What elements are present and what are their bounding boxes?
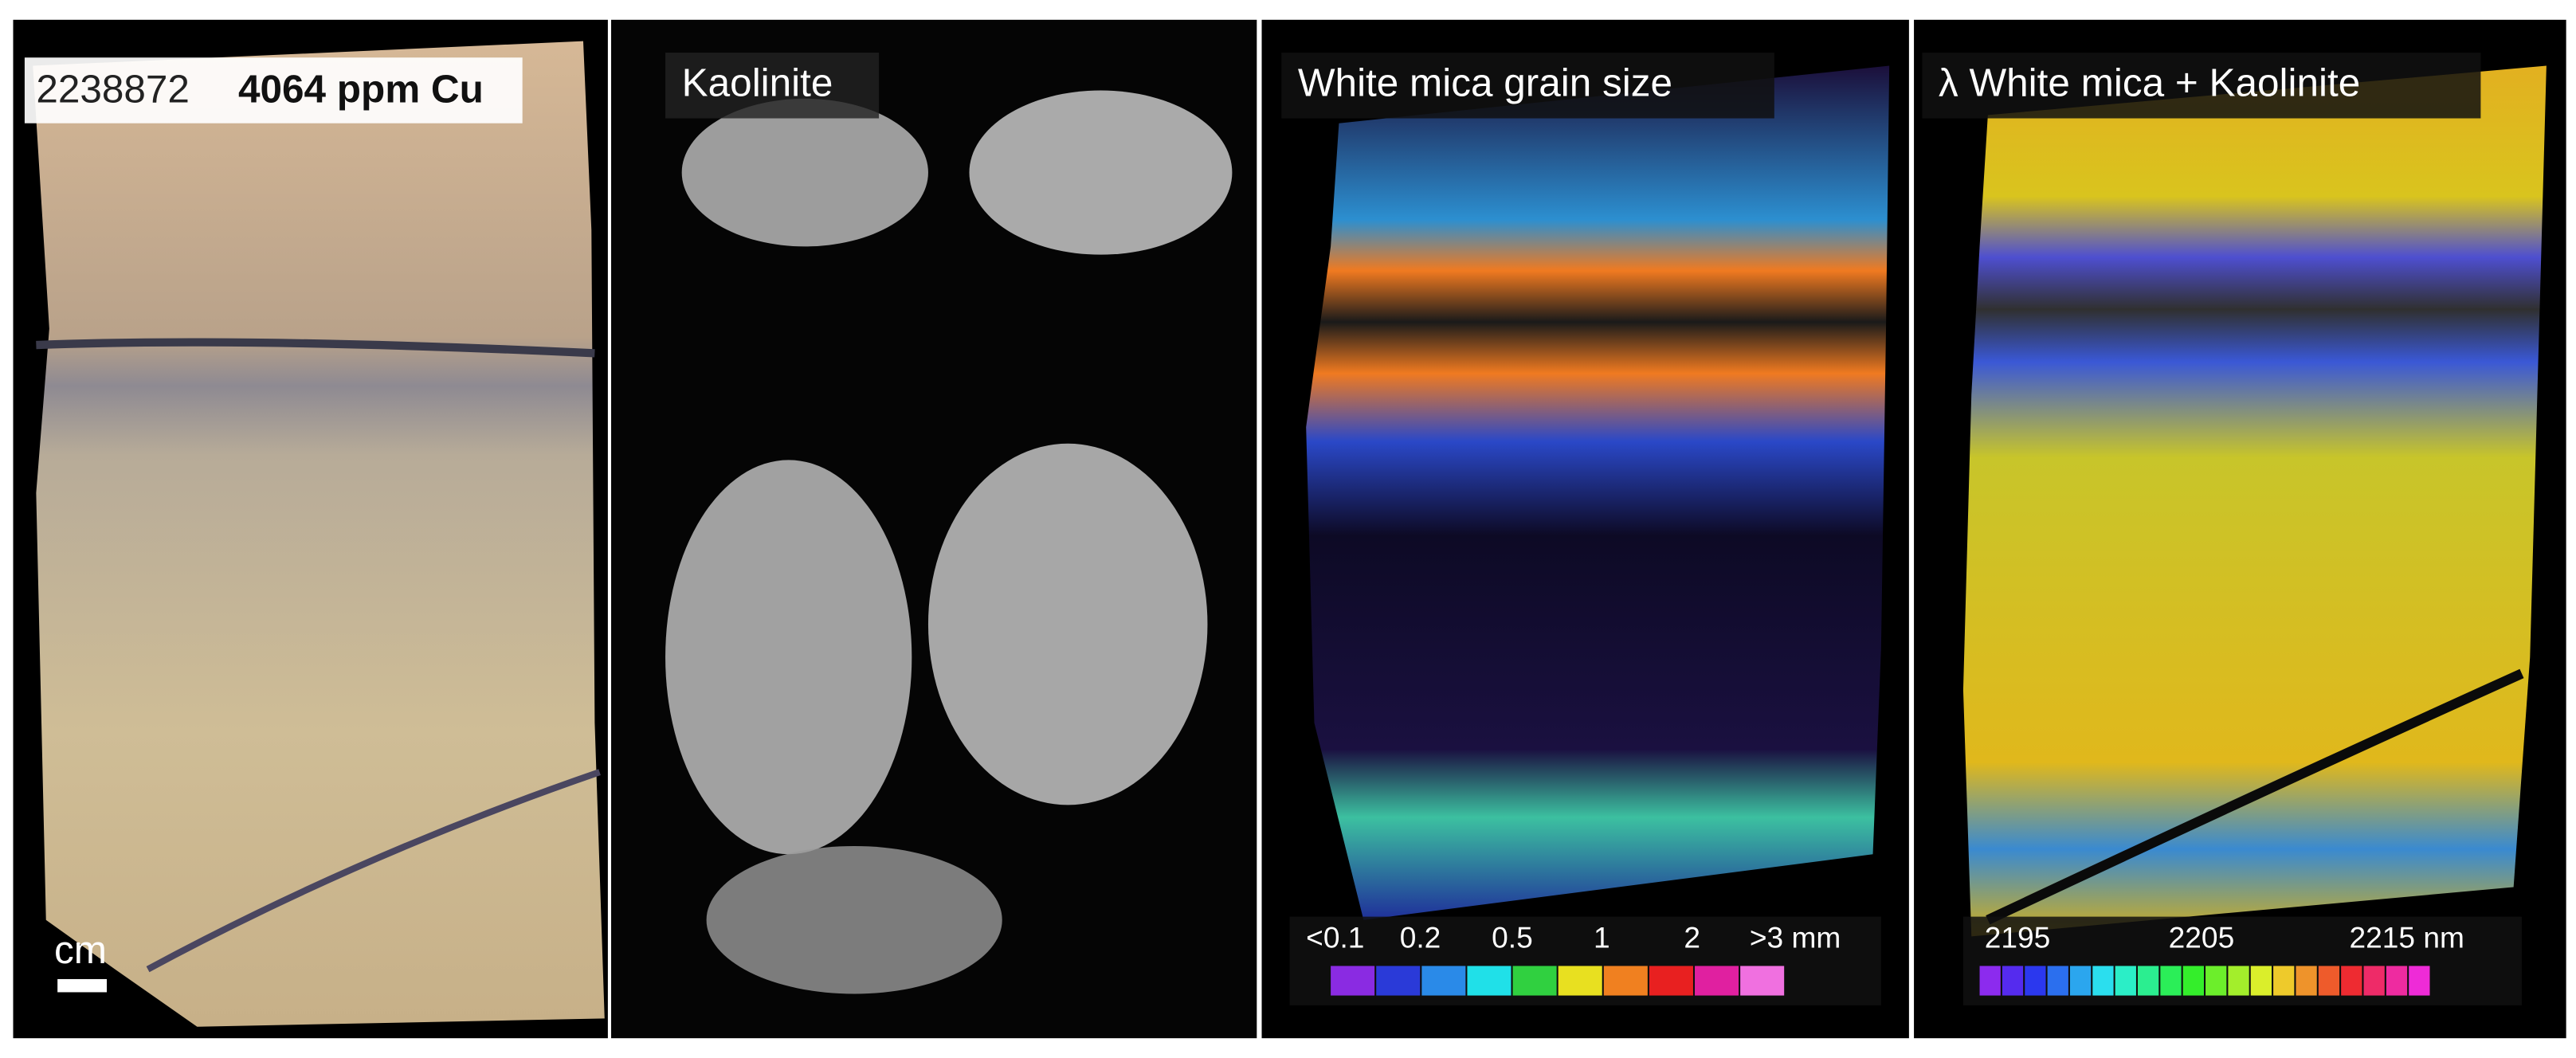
legend-label: 2205 — [2169, 920, 2235, 954]
legend-label: 2 — [1684, 920, 1700, 954]
color-swatch — [1331, 966, 1375, 996]
color-swatch — [2115, 966, 2136, 996]
legend-label: 2195 — [1985, 920, 2051, 954]
kaolinite-region — [706, 845, 1002, 994]
vein — [146, 769, 601, 973]
color-swatch — [2025, 966, 2046, 996]
color-swatch — [1558, 966, 1602, 996]
color-swatch — [1467, 966, 1511, 996]
scale-bar — [57, 978, 108, 993]
color-swatch — [1649, 966, 1693, 996]
color-swatch — [1512, 966, 1557, 996]
vein — [1986, 668, 2524, 925]
sample-id: 2238872 — [36, 68, 190, 112]
color-swatch — [2228, 966, 2249, 996]
color-swatch — [1603, 966, 1648, 996]
color-swatch — [2047, 966, 2068, 996]
legend-label: 2215 nm — [2349, 920, 2464, 954]
color-swatch — [2137, 966, 2159, 996]
label-box — [1922, 53, 2481, 119]
legend-label: >3 mm — [1750, 920, 1841, 954]
color-swatch — [2341, 966, 2362, 996]
color-scale — [1331, 966, 1785, 996]
color-swatch — [2318, 966, 2340, 996]
kaolinite-region — [927, 443, 1208, 805]
panel-title: Kaolinite — [682, 61, 833, 104]
label-box — [1281, 53, 1774, 119]
color-swatch — [2092, 966, 2114, 996]
grain-size-map — [1306, 65, 1890, 920]
color-swatch — [2363, 966, 2385, 996]
color-scale — [1979, 966, 2430, 996]
color-swatch — [2386, 966, 2408, 996]
color-swatch — [2409, 966, 2430, 996]
color-swatch — [2296, 966, 2317, 996]
core-photo — [33, 41, 605, 1027]
color-swatch — [1421, 966, 1466, 996]
panel-title: White mica grain size — [1298, 61, 1672, 104]
color-swatch — [1740, 966, 1785, 996]
vein — [36, 338, 595, 358]
panel-title: λ White mica + Kaolinite — [1939, 61, 2360, 104]
color-swatch — [2160, 966, 2182, 996]
legend-label: 0.5 — [1492, 920, 1533, 954]
color-swatch — [2182, 966, 2204, 996]
kaolinite-region — [681, 98, 928, 247]
color-swatch — [2069, 966, 2092, 996]
kaolinite-region — [665, 460, 912, 855]
grade: 4064 ppm Cu — [238, 68, 484, 112]
color-swatch — [1979, 966, 2001, 996]
legend-label: 1 — [1594, 920, 1610, 954]
color-swatch — [2250, 966, 2272, 996]
label-box — [24, 57, 523, 123]
color-swatch — [2205, 966, 2227, 996]
color-swatch — [1376, 966, 1421, 996]
color-swatch — [2273, 966, 2295, 996]
kaolinite-region — [969, 90, 1233, 255]
wavelength-map — [1962, 65, 2547, 937]
color-swatch — [2002, 966, 2024, 996]
legend-label: <0.1 — [1306, 920, 1364, 954]
scale-label: cm — [54, 928, 107, 972]
label-box — [665, 53, 880, 119]
legend-label: 0.2 — [1400, 920, 1441, 954]
color-swatch — [1695, 966, 1739, 996]
